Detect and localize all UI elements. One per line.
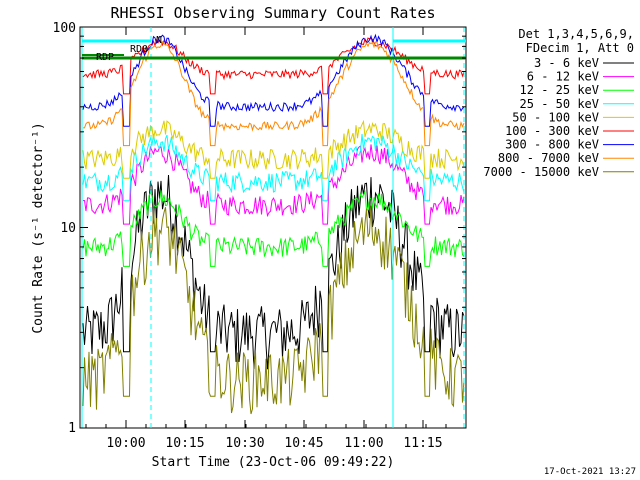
x-tick-label-1000: 10:00 (106, 436, 145, 451)
series-line-7 (83, 40, 465, 147)
x-tick-label-1015: 10:15 (165, 436, 204, 451)
y-tick-label-1: 1 (68, 421, 76, 436)
series-line-0 (82, 174, 465, 370)
legend-label-3: 25 - 50 keV (520, 97, 599, 111)
flag-label-n: N (156, 35, 162, 46)
y-axis: 100 10 1 (53, 21, 466, 436)
series-line-4 (82, 119, 465, 179)
legend-label-6: 300 - 800 keV (505, 138, 599, 152)
legend-header-line1: Det 1,3,4,5,6,9, (518, 27, 634, 41)
legend-label-0: 3 - 6 keV (534, 56, 599, 70)
legend-header-line2: FDecim 1, Att 0 (526, 41, 634, 55)
series-line-5 (82, 37, 465, 95)
series-line-8 (82, 205, 465, 415)
x-tick-label-1045: 10:45 (284, 436, 323, 451)
series-line-6 (82, 33, 465, 127)
legend-label-7: 800 - 7000 keV (498, 151, 599, 165)
footer-timestamp: 17-Oct-2021 13:27 (544, 467, 636, 477)
flag-layer: N RD0 RDP (82, 35, 466, 63)
x-tick-label-1100: 11:00 (344, 436, 383, 451)
series-layer (82, 33, 465, 415)
x-tick-label-1115: 11:15 (403, 436, 442, 451)
legend: Det 1,3,4,5,6,9, FDecim 1, Att 0 3 - 6 k… (483, 27, 634, 179)
legend-label-8: 7000 - 15000 keV (483, 165, 599, 179)
x-tick-label-1030: 10:30 (225, 436, 264, 451)
x-axis-label: Start Time (23-Oct-06 09:49:22) (152, 455, 395, 470)
chart-title: RHESSI Observing Summary Count Rates (110, 4, 435, 22)
y-tick-label-100: 100 (53, 21, 76, 36)
legend-label-4: 50 - 100 keV (512, 110, 599, 124)
legend-label-2: 12 - 25 keV (520, 83, 599, 97)
flag-label-rd0: RD0 (130, 44, 148, 55)
flag-label-rdp: RDP (96, 52, 114, 63)
legend-label-1: 6 - 12 keV (527, 70, 599, 84)
y-tick-label-10: 10 (60, 221, 76, 236)
series-line-2 (82, 189, 465, 267)
x-axis: 10:00 10:15 10:30 10:45 11:00 11:15 (85, 27, 447, 451)
plot-area: N RD0 RDP (79, 26, 467, 429)
series-line-3 (82, 133, 465, 202)
legend-label-5: 100 - 300 keV (505, 124, 599, 138)
y-axis-label: Count Rate (s⁻¹ detector⁻¹) (31, 122, 46, 333)
